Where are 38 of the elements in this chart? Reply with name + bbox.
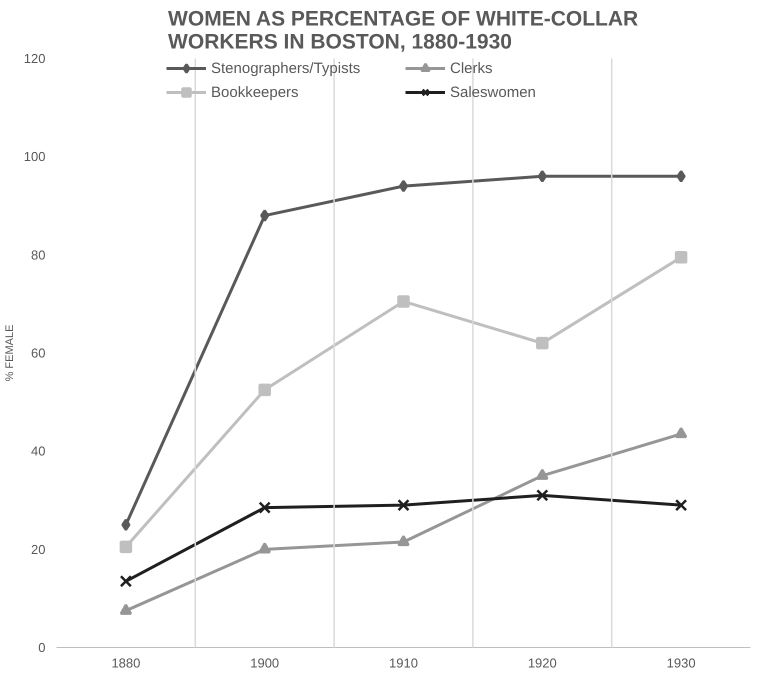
point [120,604,132,615]
point [258,384,271,396]
x-tick-label: 1900 [250,656,280,670]
x-tick-label: 1930 [666,656,696,670]
chart-title: WOMEN AS PERCENTAGE OF WHITE-COLLAR WORKERS IN BOSTON, 1880-1930 [168,8,638,54]
point [258,501,271,514]
y-tick-label: 40 [31,444,46,459]
point [260,209,270,222]
point [536,336,549,350]
point [538,170,547,183]
y-tick-label: 120 [24,51,46,66]
y-tick-label: 100 [24,149,46,164]
y-tick-label: 80 [31,247,46,262]
legend-label: Clerks [450,60,494,76]
point [397,498,410,512]
y-tick-label: 60 [31,346,46,360]
legend-label: Bookkeepers [211,84,300,100]
point [397,534,410,546]
y-tick-label: 20 [31,542,46,557]
point [120,540,132,554]
legend-label: Stenographers/Typists [211,60,362,76]
point [536,468,549,480]
point [398,180,408,192]
y-axis-title: % FEMALE [4,324,16,382]
x-tick-label: 1880 [111,656,140,670]
point [121,518,130,532]
legend-label: Saleswomen [450,84,537,100]
point [676,170,686,183]
point [536,489,548,502]
point [674,251,688,264]
point [674,498,688,512]
x-tick-label: 1910 [389,656,418,670]
y-tick-label: 0 [38,640,46,655]
point [674,426,688,438]
x-tick-label: 1920 [528,656,557,670]
point [258,542,271,554]
point [120,575,132,588]
point [397,295,410,308]
